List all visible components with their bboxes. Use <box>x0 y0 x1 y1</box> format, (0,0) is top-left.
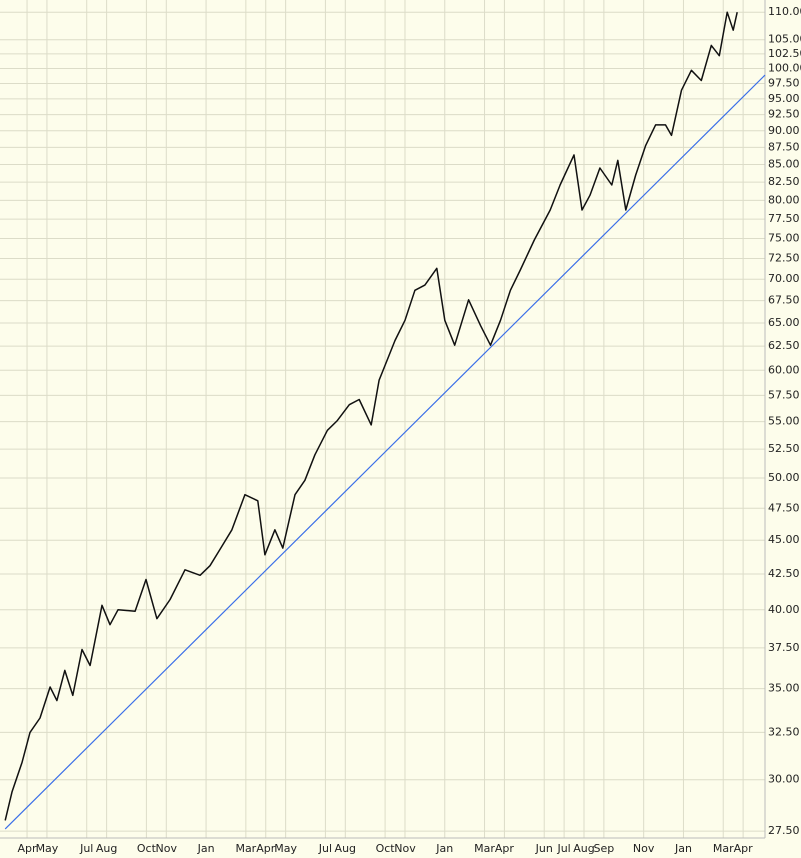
y-tick-label: 32.50 <box>768 725 800 738</box>
y-tick-label: 30.00 <box>768 773 800 786</box>
y-tick-label: 95.00 <box>768 92 800 105</box>
x-tick-label: Apr <box>256 842 276 855</box>
x-tick-label: Jul <box>318 842 332 855</box>
y-tick-label: 50.00 <box>768 471 800 484</box>
x-tick-label: May <box>274 842 297 855</box>
x-tick-label: Apr <box>734 842 754 855</box>
x-tick-label: Nov <box>394 842 416 855</box>
x-tick-label: Nov <box>633 842 655 855</box>
y-tick-label: 110.00 <box>768 5 801 18</box>
y-tick-label: 82.50 <box>768 175 800 188</box>
x-tick-label: May <box>36 842 59 855</box>
y-tick-label: 62.50 <box>768 339 800 352</box>
y-tick-label: 100.00 <box>768 62 801 75</box>
y-tick-label: 37.50 <box>768 641 800 654</box>
x-tick-label: Sep <box>594 842 615 855</box>
x-tick-label: Jun <box>535 842 553 855</box>
x-tick-label: Mar <box>474 842 495 855</box>
y-tick-label: 40.00 <box>768 603 800 616</box>
y-tick-label: 60.00 <box>768 363 800 376</box>
x-tick-label: Apr <box>495 842 515 855</box>
y-tick-label: 52.50 <box>768 442 800 455</box>
y-tick-label: 65.00 <box>768 316 800 329</box>
y-tick-label: 75.00 <box>768 231 800 244</box>
y-tick-label: 45.00 <box>768 533 800 546</box>
x-tick-label: Jan <box>674 842 692 855</box>
y-tick-label: 27.50 <box>768 824 800 837</box>
y-tick-label: 90.00 <box>768 124 800 137</box>
y-tick-label: 47.50 <box>768 501 800 514</box>
x-tick-label: Jul <box>556 842 570 855</box>
y-tick-label: 35.00 <box>768 682 800 695</box>
y-tick-label: 42.50 <box>768 567 800 580</box>
y-tick-label: 105.00 <box>768 33 801 46</box>
x-tick-label: Mar <box>235 842 256 855</box>
x-tick-label: Jan <box>435 842 453 855</box>
y-tick-label: 85.00 <box>768 158 800 171</box>
price-line <box>4 74 766 830</box>
y-tick-label: 77.50 <box>768 212 800 225</box>
y-tick-label: 67.50 <box>768 294 800 307</box>
y-tick-label: 55.00 <box>768 415 800 428</box>
x-tick-label: Oct <box>376 842 396 855</box>
y-tick-label: 72.50 <box>768 251 800 264</box>
y-tick-label: 92.50 <box>768 108 800 121</box>
x-tick-label: Aug <box>573 842 594 855</box>
y-tick-label: 57.50 <box>768 388 800 401</box>
y-tick-label: 80.00 <box>768 193 800 206</box>
x-tick-label: Mar <box>713 842 734 855</box>
y-tick-label: 102.50 <box>768 47 801 60</box>
x-tick-label: Apr <box>18 842 38 855</box>
x-tick-label: Jan <box>197 842 215 855</box>
y-tick-label: 87.50 <box>768 140 800 153</box>
x-tick-label: Oct <box>137 842 157 855</box>
x-tick-label: Aug <box>96 842 117 855</box>
y-tick-label: 97.50 <box>768 76 800 89</box>
x-tick-label: Aug <box>335 842 356 855</box>
price-line <box>4 11 738 821</box>
x-tick-label: Jul <box>79 842 93 855</box>
y-tick-label: 70.00 <box>768 272 800 285</box>
x-tick-label: Nov <box>156 842 178 855</box>
